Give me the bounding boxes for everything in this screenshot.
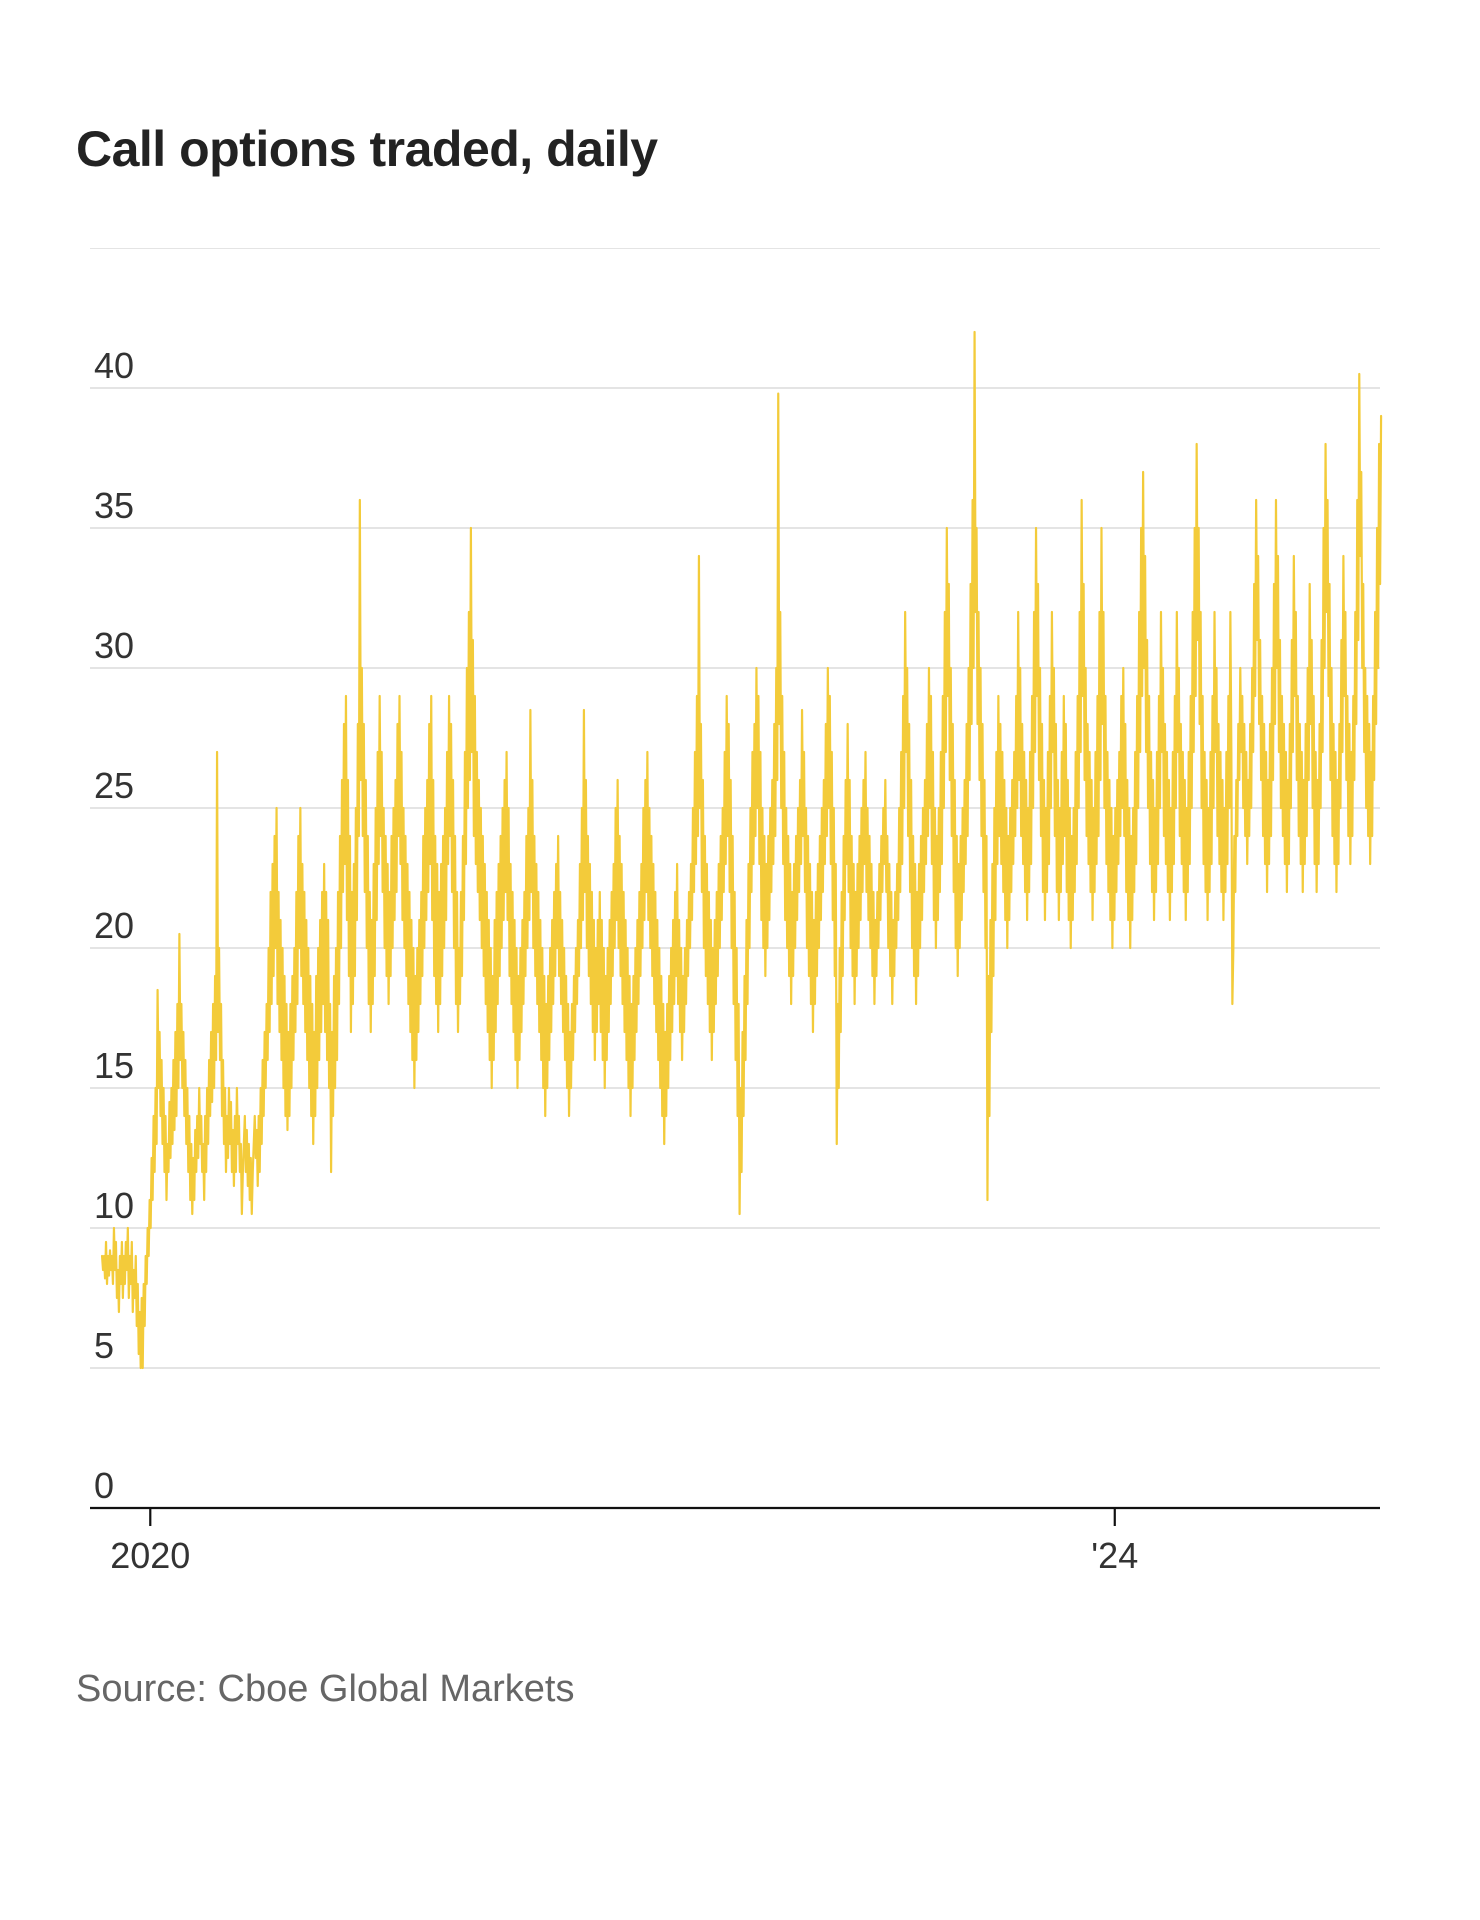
y-tick-label: 0 bbox=[94, 1465, 114, 1506]
y-tick-label: 5 bbox=[94, 1325, 114, 1366]
chart-title: Call options traded, daily bbox=[76, 120, 1390, 178]
x-tick-label: '24 bbox=[1091, 1535, 1138, 1576]
y-tick-label: 30 bbox=[94, 625, 134, 666]
y-tick-label: 20 bbox=[94, 905, 134, 946]
chart-container: Call options traded, daily 0 5 10 15 20 25 30 3… bbox=[0, 0, 1480, 1831]
y-tick-label: 15 bbox=[94, 1045, 134, 1086]
y-tick-label: 40 bbox=[94, 345, 134, 386]
data-line bbox=[102, 332, 1381, 1368]
chart-source: Source: Cboe Global Markets bbox=[76, 1668, 1390, 1711]
y-tick-label: 10 bbox=[94, 1185, 134, 1226]
y-tick-label: 35 bbox=[94, 485, 134, 526]
x-tick-label: 2020 bbox=[110, 1535, 190, 1576]
y-tick-label: 25 bbox=[94, 765, 134, 806]
line-chart: 051015202530354045 million2020'24 bbox=[70, 248, 1390, 1608]
